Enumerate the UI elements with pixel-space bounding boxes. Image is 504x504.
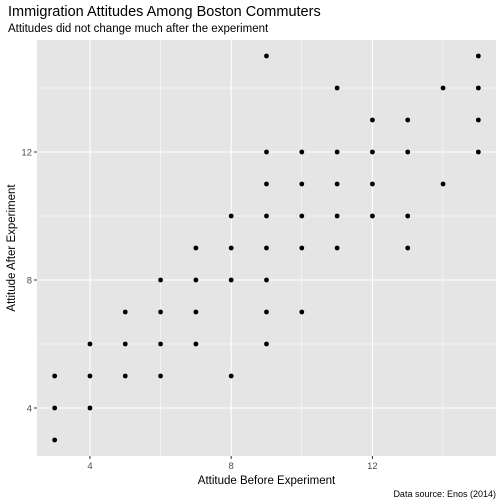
y-axis-ticks: 4 8 12 <box>21 148 37 415</box>
data-point <box>87 341 93 347</box>
y-tick-label: 4 <box>27 404 32 415</box>
data-point <box>440 181 446 187</box>
x-axis-title: Attitude Before Experiment <box>198 475 336 487</box>
chart-caption: Data source: Enos (2014) <box>393 489 496 499</box>
data-point <box>370 181 375 187</box>
data-point <box>122 373 128 379</box>
data-point <box>228 213 234 219</box>
data-point <box>475 85 481 91</box>
data-point <box>264 309 269 315</box>
data-point <box>334 149 340 155</box>
data-point <box>52 437 58 443</box>
data-point <box>122 309 128 315</box>
data-point <box>122 341 128 347</box>
data-point <box>334 245 340 251</box>
data-point <box>87 405 93 411</box>
data-point <box>334 213 340 219</box>
data-point <box>193 341 199 347</box>
data-point <box>405 149 411 155</box>
data-point <box>299 213 305 219</box>
x-tick-label: 12 <box>367 461 378 472</box>
data-point <box>158 341 163 347</box>
data-point <box>87 373 93 379</box>
data-point <box>228 373 234 379</box>
data-point <box>264 149 269 155</box>
data-point <box>299 181 305 187</box>
data-point <box>475 117 481 123</box>
data-point <box>370 213 375 219</box>
data-point <box>228 245 234 251</box>
data-point <box>370 117 375 123</box>
data-point <box>193 245 199 251</box>
data-point <box>299 309 305 315</box>
y-tick-label: 8 <box>27 276 32 287</box>
data-point <box>440 85 446 91</box>
data-point <box>264 213 269 219</box>
data-point <box>228 277 234 283</box>
data-point <box>299 245 305 251</box>
data-point <box>405 213 411 219</box>
chart-title: Immigration Attitudes Among Boston Commu… <box>8 4 321 20</box>
data-point <box>52 405 58 411</box>
data-points <box>52 53 481 443</box>
data-point <box>405 245 411 251</box>
data-point <box>264 181 269 187</box>
data-point <box>405 117 411 123</box>
data-point <box>334 85 340 91</box>
data-point <box>475 149 481 155</box>
x-axis-ticks: 4 8 12 <box>87 456 378 472</box>
chart-subtitle: Attitudes did not change much after the … <box>8 23 269 35</box>
x-tick-label: 8 <box>229 461 234 472</box>
data-point <box>264 341 269 347</box>
data-point <box>299 149 305 155</box>
x-tick-label: 4 <box>87 461 92 472</box>
data-point <box>475 53 481 59</box>
data-point <box>264 53 269 59</box>
data-point <box>158 373 163 379</box>
data-point <box>193 277 199 283</box>
data-point <box>158 277 163 283</box>
data-point <box>334 181 340 187</box>
data-point <box>370 149 375 155</box>
data-point <box>158 309 163 315</box>
y-axis-title: Attitude After Experiment <box>6 184 18 312</box>
data-point <box>264 277 269 283</box>
data-point <box>193 309 199 315</box>
data-point <box>52 373 58 379</box>
data-point <box>264 245 269 251</box>
y-tick-label: 12 <box>21 148 32 159</box>
